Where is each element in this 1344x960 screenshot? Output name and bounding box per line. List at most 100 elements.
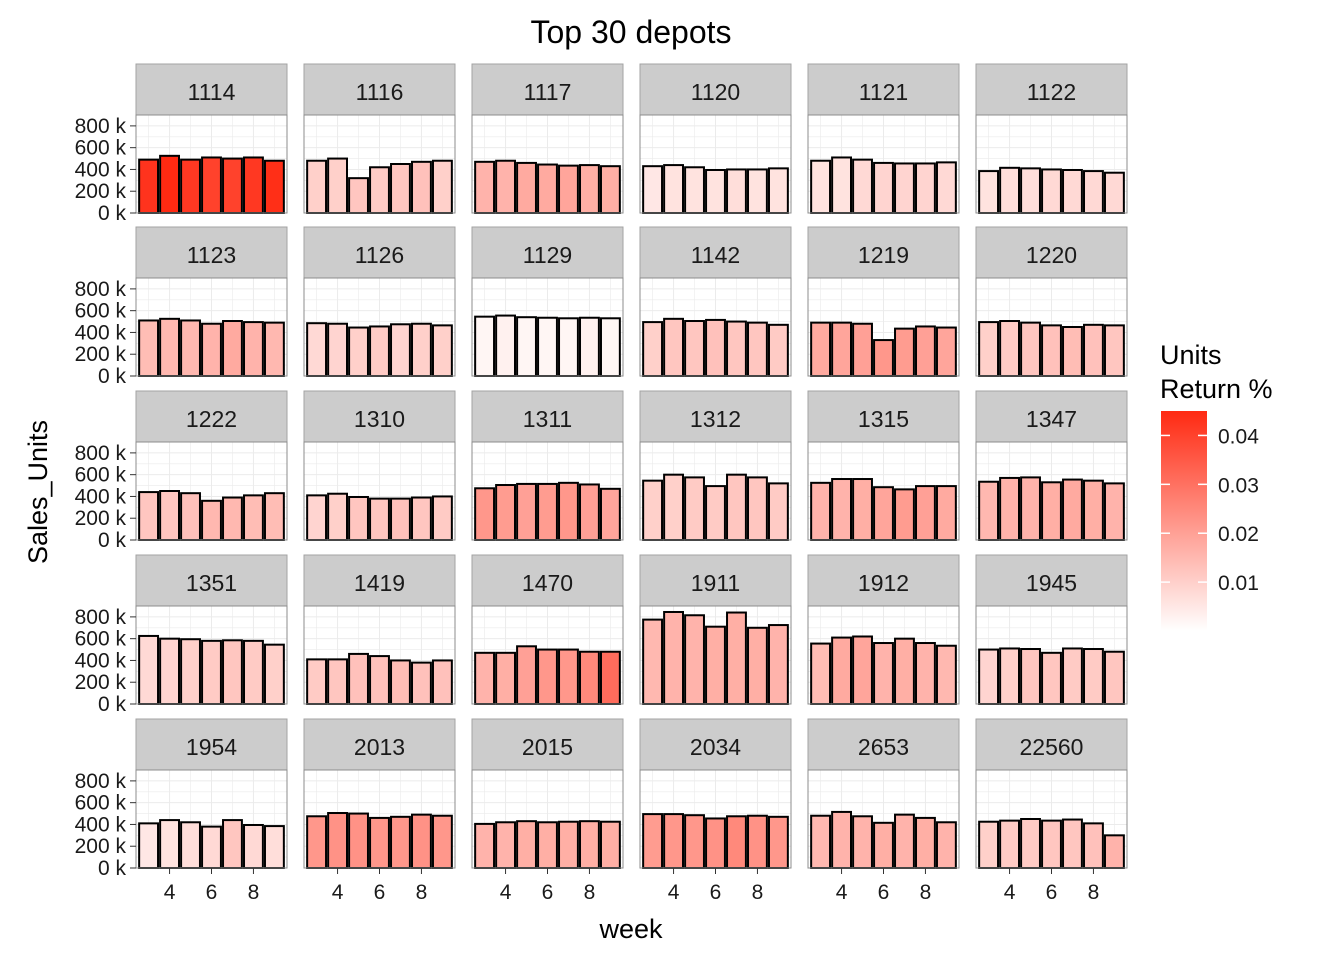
bar-depot-1912-week-9: [935, 644, 957, 705]
bar-depot-1117-week-7: [558, 164, 579, 215]
panel-border: [807, 277, 960, 377]
facet-strip: [975, 63, 1128, 116]
bar-depot-1312-week-8: [747, 476, 768, 542]
bar-depot-22560-week-5: [1020, 818, 1041, 869]
facet-label: 1220: [1026, 242, 1077, 268]
panel-border: [471, 114, 624, 214]
bar-depot-1470-week-8: [579, 650, 600, 705]
bar-depot-1129-week-6: [537, 316, 558, 377]
bar-depot-1347-week-7: [1062, 478, 1083, 542]
x-tick-label: 4: [1004, 881, 1016, 904]
panel-border: [807, 605, 960, 705]
y-tick-label: 600 k: [75, 628, 127, 651]
bar-depot-1122-week-4: [999, 166, 1020, 214]
bar-depot-1142-week-4: [663, 317, 684, 377]
bar-depot-1222-week-8: [243, 494, 264, 541]
bar-depot-1912-week-3: [810, 642, 832, 706]
panel-border: [807, 114, 960, 214]
facet-label: 1419: [354, 570, 405, 596]
bar-depot-1116-week-5: [348, 177, 369, 215]
bar-depot-1419-week-5: [348, 652, 369, 705]
bar-depot-1121-week-9: [935, 161, 957, 214]
bar-depot-1912-week-4: [831, 636, 852, 706]
y-tick-label: 200 k: [75, 343, 127, 366]
facet-strip: [639, 63, 792, 116]
facet-strip: [639, 554, 792, 607]
bar-depot-1120-week-8: [747, 168, 768, 215]
y-tick-label: 0 k: [98, 202, 127, 225]
bar-depot-1121-week-4: [831, 156, 852, 214]
facet-22560: 22560 4 6 8: [975, 718, 1128, 904]
bar-depot-1312-week-6: [705, 485, 726, 542]
facet-label: 1121: [859, 79, 908, 105]
facet-strip: [975, 718, 1128, 771]
bar-depot-1312-week-3: [642, 479, 664, 542]
bar-depot-1220-week-9: [1103, 324, 1125, 377]
bar-depot-1911-week-6: [705, 625, 726, 705]
facet-label: 1120: [691, 79, 740, 105]
panel-border: [303, 605, 456, 705]
bar-depot-1911-week-5: [684, 614, 705, 706]
facet-1419: 1419: [303, 554, 456, 706]
legend-tick-label: 0.02: [1218, 523, 1259, 546]
facet-1142: 1142: [639, 226, 792, 378]
bar-depot-1142-week-6: [705, 318, 726, 378]
bar-depot-1315-week-4: [831, 478, 852, 541]
bar-depot-1419-week-3: [306, 658, 328, 705]
bar-depot-2013-week-8: [411, 813, 432, 870]
panel-border: [471, 605, 624, 705]
bar-depot-1945-week-7: [1062, 647, 1083, 705]
x-tick-label: 6: [1046, 881, 1058, 904]
bar-depot-1142-week-8: [747, 321, 768, 378]
bar-depot-1142-week-3: [642, 321, 664, 378]
bar-depot-1312-week-4: [663, 473, 684, 542]
facet-label: 2015: [522, 734, 573, 760]
bar-depot-1122-week-7: [1062, 168, 1083, 215]
bar-depot-1311-week-3: [474, 487, 496, 541]
bar-depot-1114-week-9: [263, 159, 285, 214]
bar-depot-1954-week-9: [263, 825, 285, 870]
bar-depot-2034-week-6: [705, 817, 726, 870]
bar-depot-2653-week-6: [873, 821, 894, 869]
bar-depot-2013-week-6: [369, 816, 390, 869]
bar-depot-1312-week-5: [684, 476, 705, 542]
bar-depot-1311-week-6: [537, 482, 558, 542]
bar-depot-1219-week-9: [935, 326, 957, 378]
y-tick-label: 600 k: [75, 792, 127, 815]
bar-depot-2015-week-8: [579, 820, 600, 869]
bar-depot-1114-week-4: [159, 154, 180, 214]
x-tick-label: 6: [710, 881, 722, 904]
facet-label: 1114: [188, 79, 236, 105]
facet-label: 1911: [691, 570, 740, 596]
bar-depot-1912-week-7: [894, 637, 915, 705]
bar-depot-22560-week-6: [1041, 819, 1062, 870]
facet-label: 1129: [523, 242, 572, 268]
facet-strip: [303, 718, 456, 771]
facet-strip: [135, 390, 288, 443]
bar-depot-1351-week-4: [159, 637, 180, 705]
bar-depot-1470-week-7: [558, 648, 579, 705]
facet-label: 1222: [186, 406, 237, 432]
facet-1120: 1120: [639, 63, 792, 215]
y-tick-label: 200 k: [75, 835, 127, 858]
facet-strip: [303, 390, 456, 443]
bar-depot-2034-week-7: [726, 815, 747, 870]
y-tick-label: 400 k: [75, 485, 127, 508]
bar-depot-1222-week-7: [222, 496, 243, 541]
facet-1121: 1121: [807, 63, 960, 215]
bar-depot-2013-week-3: [306, 815, 328, 870]
panel-border: [807, 441, 960, 541]
bar-depot-1123-week-9: [263, 321, 285, 378]
bar-depot-1312-week-9: [767, 482, 789, 542]
bar-depot-1220-week-3: [978, 321, 1000, 378]
bar-depot-1945-week-3: [978, 648, 1000, 705]
y-tick-label: 400 k: [75, 321, 127, 344]
facet-1117: 1117: [471, 63, 624, 215]
bar-depot-1114-week-7: [222, 157, 243, 214]
facet-1912: 1912: [807, 554, 960, 706]
panel-border: [975, 277, 1128, 377]
y-tick-label: 800 k: [75, 606, 127, 629]
bar-depot-1116-week-9: [431, 159, 453, 214]
x-tick-label: 8: [416, 881, 428, 904]
